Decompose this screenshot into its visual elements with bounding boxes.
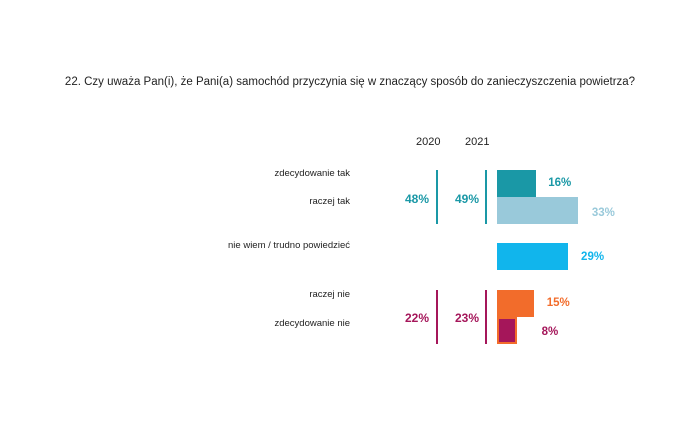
- bracket-nie-2021: [485, 290, 487, 344]
- sum-nie-2020: 22%: [405, 311, 430, 325]
- sum-nie-2021: 23%: [455, 311, 480, 325]
- category-label-nie-wiem: nie wiem / trudno powiedzieć: [228, 240, 350, 251]
- bar-raczej-nie: [497, 290, 534, 317]
- bracket-nie-2020: [436, 290, 438, 344]
- value-label-nie-wiem: 29%: [581, 251, 605, 263]
- value-label-raczej-nie: 15%: [546, 297, 570, 309]
- bar-zdecydowanie-tak: [497, 170, 537, 197]
- category-label-zdecydowanie-tak: zdecydowanie tak: [274, 168, 350, 179]
- category-label-raczej-nie: raczej nie: [309, 289, 350, 300]
- sum-tak-2020: 48%: [405, 192, 430, 206]
- year-header-2021: 2021: [465, 136, 490, 148]
- category-label-zdecydowanie-nie: zdecydowanie nie: [274, 318, 350, 329]
- category-label-raczej-tak: raczej tak: [309, 196, 350, 207]
- bar-raczej-tak: [497, 197, 578, 224]
- sum-tak-2021: 49%: [455, 192, 480, 206]
- value-label-zdecydowanie-nie: 8%: [541, 326, 559, 338]
- bar-nie-wiem: [497, 243, 569, 270]
- year-header-2020: 2020: [416, 136, 441, 148]
- bar-zdecydowanie-nie: [497, 317, 517, 344]
- bracket-tak-2021: [485, 170, 487, 224]
- bracket-tak-2020: [436, 170, 438, 224]
- value-label-zdecydowanie-tak: 16%: [548, 177, 572, 189]
- value-label-raczej-tak: 33%: [591, 207, 615, 219]
- chart-title: 22. Czy uważa Pan(i), że Pani(a) samochó…: [64, 76, 636, 88]
